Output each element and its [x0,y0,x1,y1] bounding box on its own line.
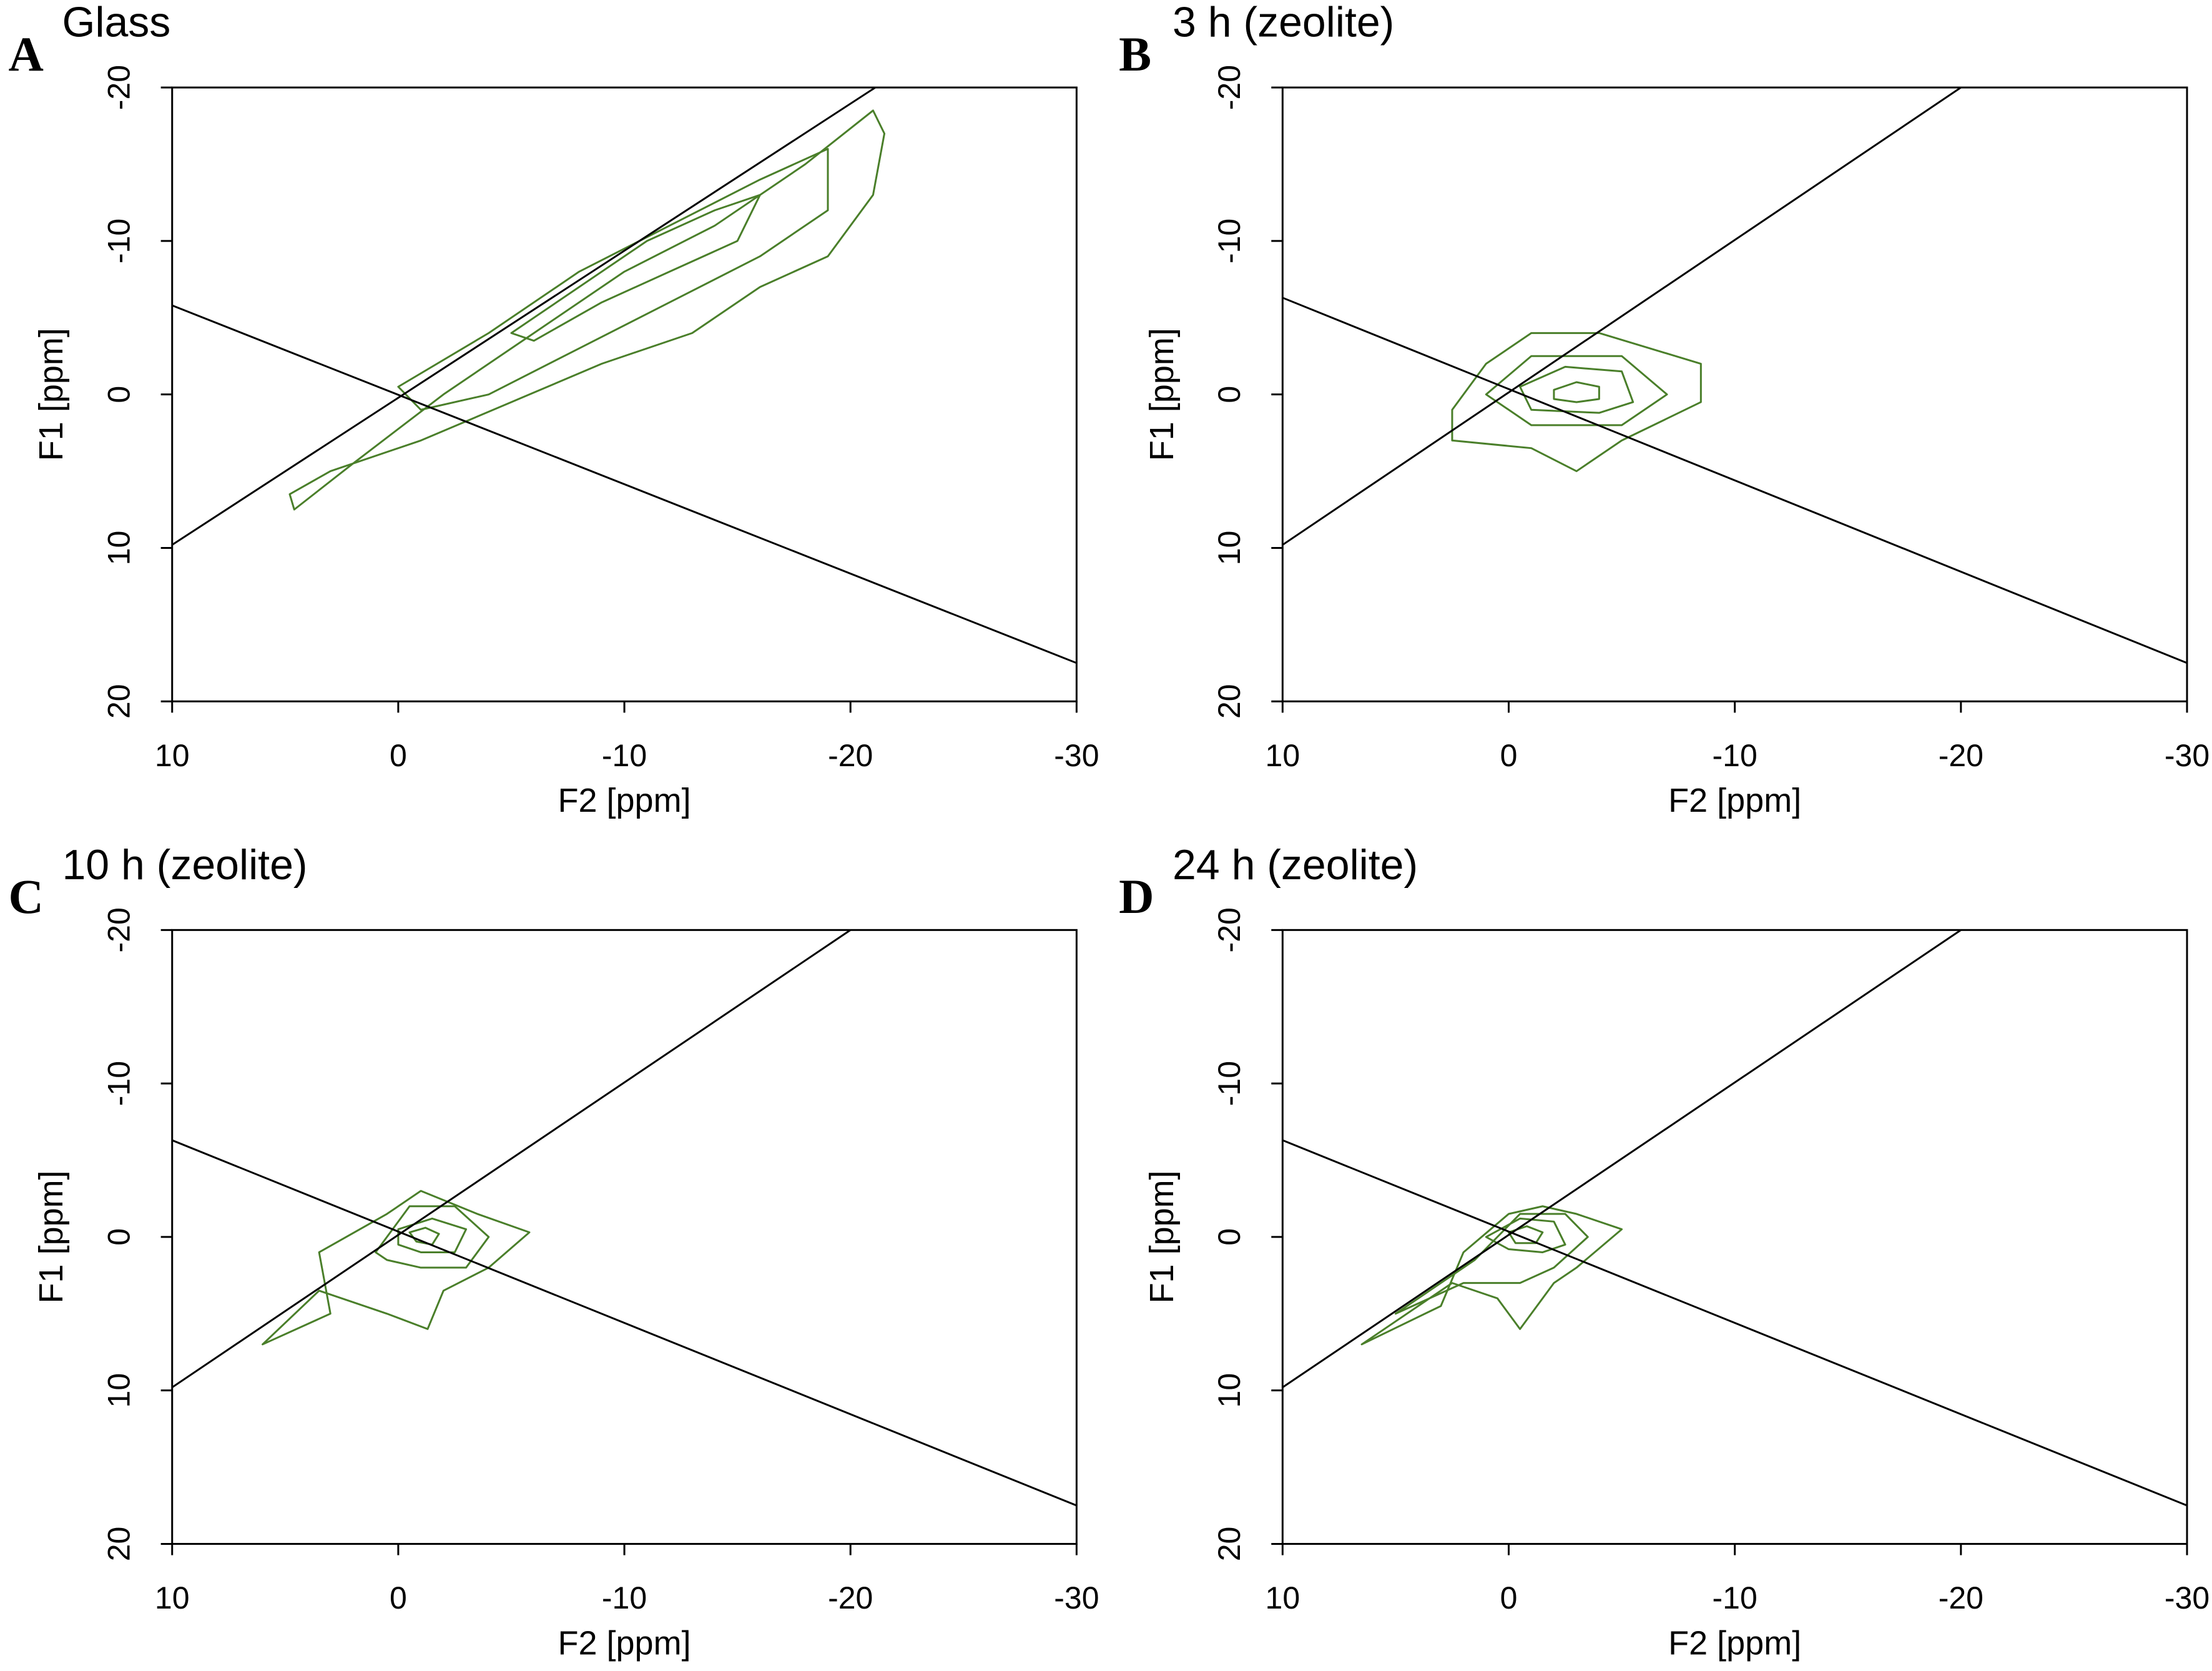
panel-title: 3 h (zeolite) [1172,0,1394,46]
reference-line [172,1139,1077,1507]
y-tick-label: 10 [102,1373,137,1408]
x-tick-label: -10 [1713,1580,1757,1615]
y-tick-label: 0 [102,1228,137,1246]
reference-line [1282,297,2188,664]
contour [1485,355,1668,426]
x-tick-label: -30 [1054,1580,1099,1615]
x-tick-label: 0 [1500,1580,1518,1615]
y-axis-label: F1 [ppm] [32,328,70,461]
plot-frame [1281,86,2188,702]
y-tick-label: 10 [1212,1373,1247,1408]
contour [262,1190,531,1346]
contour [397,1217,468,1253]
y-tick-label: -20 [102,907,137,952]
x-tick-label: -20 [828,738,873,773]
panel-letter: A [9,27,44,81]
y-tick-label: -20 [102,65,137,110]
x-axis-label: F2 [ppm] [558,782,691,819]
reference-line [172,87,876,546]
x-tick-label: -10 [602,738,647,773]
y-tick-label: 10 [1212,531,1247,566]
contour [1451,332,1702,473]
contour [1508,1225,1544,1245]
contour [375,1205,490,1269]
y-tick-label: 10 [102,531,137,566]
contour [1394,1213,1589,1315]
y-tick-label: 0 [1212,1228,1247,1246]
x-axis-label: F2 [ppm] [558,1624,691,1662]
reference-line [1282,87,1962,546]
x-tick-label: -20 [1939,1580,1983,1615]
y-axis-label: F1 [ppm] [1143,328,1181,461]
x-tick-label: 0 [1500,738,1518,773]
y-tick-label: -10 [1212,1061,1247,1106]
y-tick-label: -10 [102,219,137,264]
contour [510,194,761,342]
contour [288,109,886,511]
contour [397,147,829,411]
y-tick-label: 0 [1212,386,1247,403]
x-tick-label: 10 [1266,1580,1300,1615]
panel-letter: B [1119,27,1151,81]
contour [1553,381,1600,403]
contour [1360,1205,1623,1346]
panel-letter: D [1119,869,1154,924]
y-axis-label: F1 [ppm] [32,1170,70,1303]
x-tick-label: -30 [2165,738,2210,773]
reference-line [1282,1139,2188,1507]
y-axis-label: F1 [ppm] [1143,1170,1181,1303]
panel-title: 10 h (zeolite) [62,841,307,889]
y-tick-label: 20 [1212,684,1247,719]
panel-title: Glass [62,0,170,46]
y-tick-label: -20 [1212,65,1247,110]
x-tick-label: -20 [1939,738,1983,773]
plot-frame [171,929,1078,1545]
reference-line [1282,930,1962,1388]
reference-line [172,304,1077,664]
x-tick-label: -20 [828,1580,873,1615]
x-tick-label: 0 [390,738,407,773]
x-tick-label: -30 [2165,1580,2210,1615]
y-tick-label: 20 [102,1527,137,1562]
x-tick-label: 0 [390,1580,407,1615]
y-tick-label: 0 [102,386,137,403]
y-tick-label: -20 [1212,907,1247,952]
x-axis-label: F2 [ppm] [1668,782,1801,819]
y-tick-label: -10 [1212,219,1247,264]
panel-letter: C [9,869,44,924]
contour [408,1226,440,1246]
x-tick-label: -10 [602,1580,647,1615]
x-tick-label: 10 [1266,738,1300,773]
x-tick-label: -30 [1054,738,1099,773]
contour [1519,365,1634,414]
x-axis-label: F2 [ppm] [1668,1624,1801,1662]
panel-title: 24 h (zeolite) [1172,841,1418,889]
x-tick-label: -10 [1713,738,1757,773]
reference-line [172,930,852,1388]
x-tick-label: 10 [155,1580,190,1615]
contour [1485,1217,1566,1253]
x-tick-label: 10 [155,738,190,773]
plot-frame [1281,929,2188,1545]
y-tick-label: 20 [102,684,137,719]
y-tick-label: 20 [1212,1527,1247,1562]
y-tick-label: -10 [102,1061,137,1106]
